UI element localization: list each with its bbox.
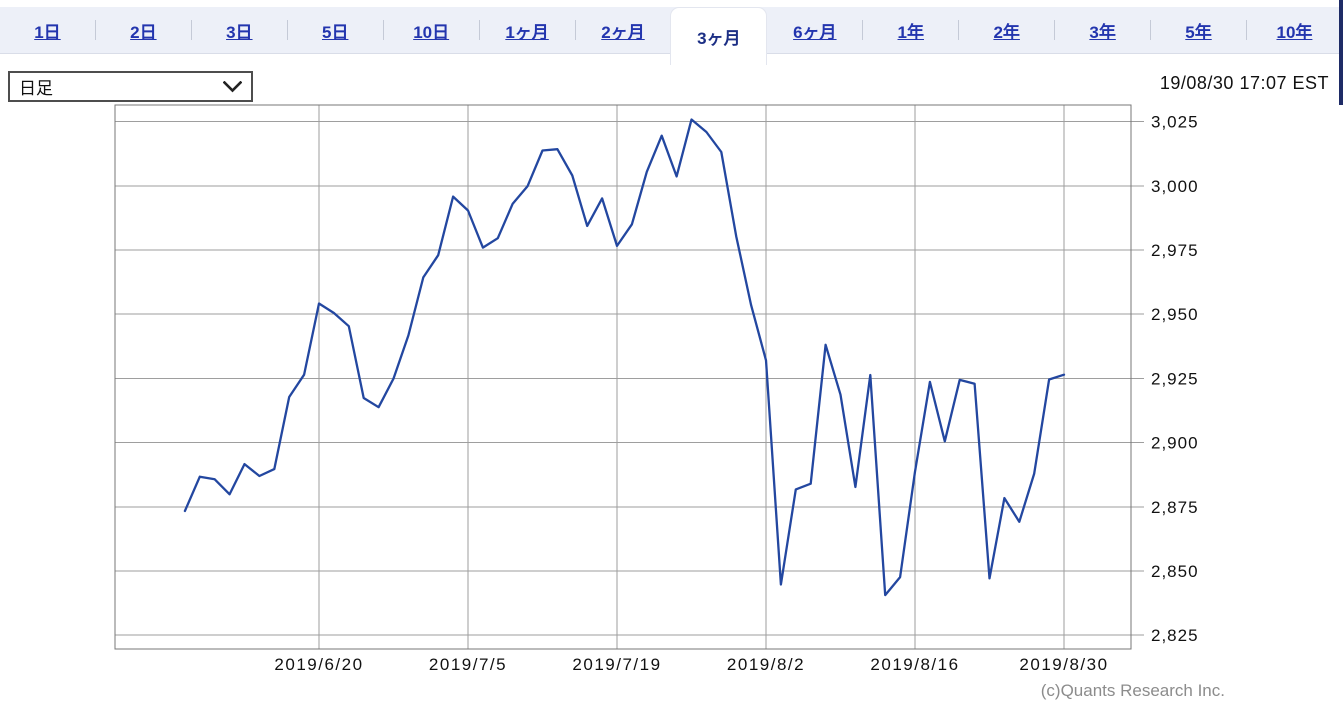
x-tick-label: 2019/6/20 <box>274 655 363 674</box>
x-tick-label: 2019/7/5 <box>429 655 507 674</box>
tab-label: 1日 <box>34 22 61 42</box>
x-tick-label: 2019/8/16 <box>870 655 959 674</box>
tab-period-7[interactable]: 2ヶ月 <box>576 7 671 53</box>
tab-period-10[interactable]: 1年 <box>863 7 958 53</box>
tab-separator <box>1245 20 1247 40</box>
y-tick-label: 3,025 <box>1151 113 1199 132</box>
tab-separator <box>382 20 384 40</box>
tab-label: 5日 <box>321 22 349 42</box>
chevron-down-icon <box>223 80 242 92</box>
tab-separator <box>94 20 96 40</box>
tab-label: 3日 <box>226 22 253 42</box>
copyright-text: (c)Quants Research Inc. <box>1040 681 1225 700</box>
tab-separator <box>478 20 480 40</box>
timeframe-select[interactable]: 日足 <box>8 71 253 102</box>
tab-period-14[interactable]: 10年 <box>1247 7 1342 53</box>
x-tick-label: 2019/8/2 <box>727 655 805 674</box>
tab-label: 2日 <box>130 22 157 42</box>
y-tick-label: 2,975 <box>1151 241 1199 260</box>
tab-period-4[interactable]: 5日 <box>288 7 383 53</box>
y-tick-label: 2,925 <box>1151 369 1199 388</box>
tab-label: 3ヶ月 <box>697 29 741 48</box>
tab-period-9[interactable]: 6ヶ月 <box>767 7 862 53</box>
tab-label: 10日 <box>413 22 450 42</box>
right-edge-strip <box>1339 0 1343 105</box>
tab-label: 6ヶ月 <box>793 22 837 42</box>
plot-border <box>114 104 1132 650</box>
y-tick-label: 3,000 <box>1151 177 1199 196</box>
tab-label: 10年 <box>1276 22 1313 42</box>
tab-period-11[interactable]: 2年 <box>959 7 1054 53</box>
tab-separator <box>958 20 960 40</box>
tab-separator <box>190 20 192 40</box>
x-tick-label: 2019/7/19 <box>572 655 661 674</box>
x-tick-label: 2019/8/30 <box>1019 655 1108 674</box>
tab-period-13[interactable]: 5年 <box>1151 7 1246 53</box>
tab-separator <box>1150 20 1152 40</box>
tab-period-2[interactable]: 2日 <box>96 7 191 53</box>
timeframe-selected-value: 日足 <box>19 79 53 98</box>
y-tick-label: 2,875 <box>1151 498 1199 517</box>
tab-label: 3年 <box>1089 22 1116 42</box>
tab-separator <box>574 20 576 40</box>
tab-period-3[interactable]: 3日 <box>192 7 287 53</box>
tab-separator <box>286 20 288 40</box>
tab-label: 1年 <box>897 22 924 42</box>
tab-period-12[interactable]: 3年 <box>1055 7 1150 53</box>
y-tick-label: 2,950 <box>1151 305 1199 324</box>
period-tabbar: 1日 2日 3日 5日 10日 1ヶ月 2ヶ月 3ヶ月 6ヶ月 1年 2年 3年 5年 10年 <box>0 7 1343 65</box>
tab-period-1[interactable]: 1日 <box>0 7 95 53</box>
y-tick-label: 2,900 <box>1151 434 1199 453</box>
tab-period-8[interactable]: 3ヶ月 <box>670 7 768 65</box>
tab-label: 1ヶ月 <box>505 22 549 42</box>
tab-separator <box>862 20 864 40</box>
tab-label: 2ヶ月 <box>601 22 645 42</box>
price-line-series <box>183 118 1066 597</box>
tab-label: 5年 <box>1185 22 1212 42</box>
tab-period-5[interactable]: 10日 <box>384 7 479 53</box>
tab-separator <box>1054 20 1056 40</box>
y-tick-label: 2,825 <box>1151 626 1199 645</box>
tab-label: 2年 <box>993 22 1020 42</box>
tab-period-6[interactable]: 1ヶ月 <box>480 7 575 53</box>
quote-timestamp: 19/08/30 17:07 EST <box>1159 73 1329 93</box>
y-tick-label: 2,850 <box>1151 562 1199 581</box>
